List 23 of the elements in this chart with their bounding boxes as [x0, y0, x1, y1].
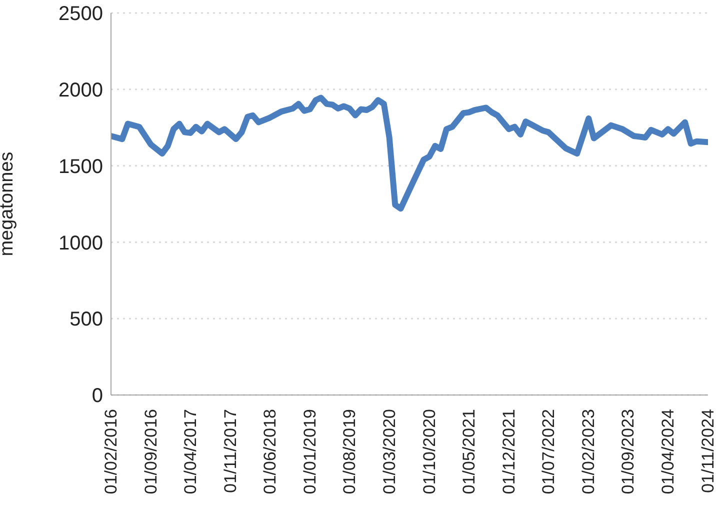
- y-axis-title: megatonnes: [0, 152, 18, 256]
- x-tick-label: 01/07/2022: [538, 409, 558, 494]
- x-tick-label: 01/01/2019: [300, 409, 320, 494]
- y-tick-label: 2000: [58, 80, 103, 102]
- x-tick-label: 01/06/2018: [260, 409, 280, 494]
- x-tick-label: 01/05/2021: [459, 409, 478, 494]
- y-tick-label: 1500: [58, 156, 103, 178]
- x-tick-label: 01/04/2017: [180, 409, 200, 494]
- y-tick-label: 500: [70, 308, 103, 331]
- x-tick-label: 01/12/2021: [499, 409, 518, 494]
- x-tick-label: 01/02/2016: [102, 409, 120, 494]
- x-tick-label: 01/09/2023: [618, 409, 638, 494]
- x-tick-label: 01/02/2023: [579, 409, 598, 494]
- x-tick-label: 01/09/2016: [141, 409, 160, 494]
- x-tick-label: 01/04/2024: [658, 409, 678, 494]
- x-tick-label: 01/11/2017: [220, 409, 240, 493]
- x-tick-label: 01/08/2019: [340, 409, 360, 494]
- x-tick-label: 01/11/2024: [698, 409, 718, 493]
- y-tick-label: 0: [92, 385, 103, 408]
- x-tick-label: 01/03/2020: [380, 409, 399, 494]
- y-tick-label: 1000: [58, 232, 103, 254]
- y-tick-label: 2500: [58, 3, 103, 26]
- x-tick-label: 01/10/2020: [420, 409, 439, 494]
